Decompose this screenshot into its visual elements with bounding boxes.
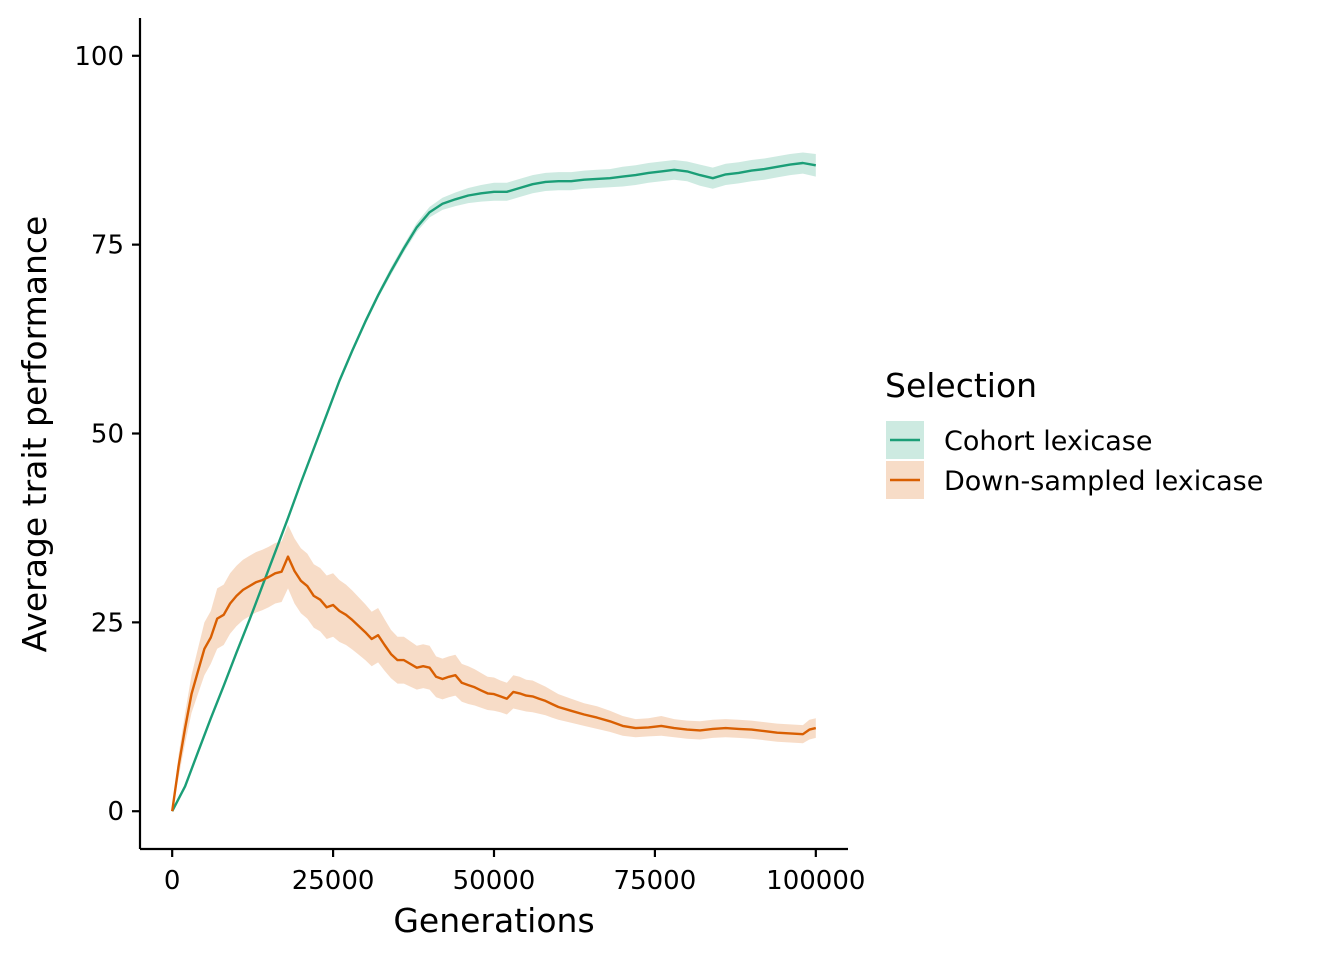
x-axis-title: Generations: [393, 901, 594, 940]
x-tick-label: 0: [164, 866, 181, 896]
x-tick-label: 75000: [614, 866, 697, 896]
legend-item-down-sampled-lexicase: Down-sampled lexicase: [886, 461, 1263, 499]
y-tick-label: 75: [91, 231, 124, 261]
x-tick-label: 100000: [766, 866, 865, 896]
x-tick-label: 25000: [292, 866, 375, 896]
y-axis-ticks: 0 25 50 75 100: [74, 42, 140, 827]
y-tick-label: 0: [107, 797, 124, 827]
legend: Selection Cohort lexicase Down-sampled le…: [885, 366, 1263, 499]
plot-area: [171, 152, 817, 812]
x-tick-label: 50000: [453, 866, 536, 896]
confidence-ribbons: [172, 152, 816, 812]
legend-items: Cohort lexicase Down-sampled lexicase: [886, 421, 1263, 499]
axes: 0 25000 50000 75000 100000 0 25 50 75 100: [74, 18, 865, 896]
series-lines: [171, 161, 817, 812]
y-tick-label: 100: [74, 42, 124, 72]
down-sampled-lexicase-ribbon: [172, 524, 816, 812]
legend-label: Down-sampled lexicase: [944, 466, 1263, 497]
legend-item-cohort-lexicase: Cohort lexicase: [886, 421, 1152, 459]
down-sampled-lexicase-line: [171, 555, 817, 812]
y-tick-label: 25: [91, 608, 124, 638]
cohort-lexicase-line: [171, 161, 817, 812]
y-tick-label: 50: [91, 420, 124, 450]
legend-label: Cohort lexicase: [944, 426, 1152, 457]
y-axis-title: Average trait performance: [15, 216, 54, 653]
cohort-lexicase-ribbon: [172, 152, 816, 812]
x-axis-ticks: 0 25000 50000 75000 100000: [164, 849, 865, 896]
legend-title: Selection: [885, 366, 1037, 405]
